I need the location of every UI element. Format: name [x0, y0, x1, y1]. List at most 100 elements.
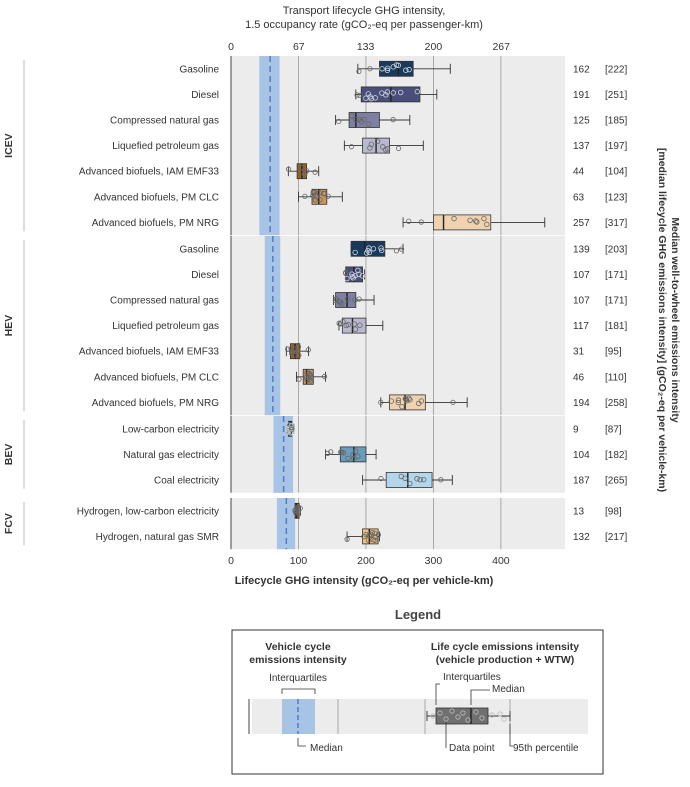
- data-point: [352, 326, 359, 332]
- data-point: [367, 145, 373, 151]
- legend-data-point: [497, 711, 503, 717]
- row-label: Liquefied petroleum gas: [112, 141, 219, 152]
- legend-data-point: [489, 712, 495, 718]
- data-point: [302, 169, 309, 175]
- data-point: [325, 450, 331, 456]
- data-point: [407, 397, 413, 403]
- row-label: Liquefied petroleum gas: [112, 321, 219, 332]
- iqr-box: [341, 317, 367, 334]
- data-point: [356, 68, 362, 75]
- wtw-value: 107: [573, 270, 590, 281]
- data-point: [417, 476, 423, 483]
- data-point: [349, 271, 355, 277]
- legend-contents: Vehicle cycle emissions intensity Interq…: [248, 641, 588, 754]
- data-point: [289, 426, 295, 433]
- data-point: [407, 480, 413, 487]
- data-point: [403, 67, 409, 73]
- wtw-value: 194: [573, 398, 590, 409]
- legend-data-point: [460, 710, 466, 716]
- data-point: [378, 399, 384, 405]
- data-point: [352, 249, 358, 256]
- legend-data-point: [465, 717, 471, 723]
- top-tick-label: 267: [492, 41, 510, 53]
- data-point: [402, 475, 408, 482]
- lifecycle-value: [104]: [605, 167, 627, 178]
- row-label: Diesel: [191, 90, 219, 101]
- data-point: [328, 449, 334, 455]
- data-point: [363, 95, 369, 101]
- data-point: [397, 89, 404, 96]
- wtw-value: 44: [573, 167, 585, 178]
- group-label: FCV: [3, 513, 15, 534]
- legend-95th-percentile: 95th percentile: [513, 743, 579, 754]
- row-label: Gasoline: [180, 244, 220, 255]
- data-point: [395, 397, 402, 403]
- lifecycle-value: [171]: [605, 270, 627, 281]
- wtw-value: 107: [573, 296, 590, 307]
- data-point: [285, 166, 292, 172]
- data-point: [345, 296, 351, 302]
- row-label: Coal electricity: [154, 476, 219, 487]
- data-point: [296, 376, 302, 382]
- data-point: [398, 246, 405, 252]
- x-tick-label: 400: [492, 555, 510, 567]
- lifecycle-value: [258]: [605, 398, 627, 409]
- iqr-box: [348, 112, 380, 128]
- row-label: Hydrogen, low-carbon electricity: [77, 506, 219, 517]
- lifecycle-value: [222]: [605, 64, 627, 75]
- lifecycle-value: [110]: [605, 372, 627, 383]
- wtw-value: 31: [573, 347, 585, 358]
- data-point: [474, 219, 480, 225]
- wtw-value: 257: [573, 218, 590, 229]
- row-label: Advanced biofuels, IAM EMF33: [79, 167, 220, 178]
- data-point: [438, 477, 444, 483]
- group-panel: [231, 236, 565, 416]
- data-point: [378, 247, 385, 254]
- data-point: [370, 246, 377, 252]
- data-point: [343, 270, 349, 276]
- data-point: [361, 533, 367, 540]
- lifecycle-value: [217]: [605, 532, 627, 543]
- data-point: [336, 320, 342, 326]
- row-label: Hydrogen, natural gas SMR: [96, 532, 219, 543]
- data-point: [473, 218, 479, 224]
- data-point: [352, 448, 359, 454]
- top-axis-subtitle: 1.5 occupancy rate (gCO₂-eq per passenge…: [245, 19, 483, 31]
- data-point: [351, 321, 358, 327]
- legend-data-point: [455, 714, 461, 720]
- data-point: [369, 532, 375, 538]
- group-label: ICEV: [3, 133, 15, 158]
- x-axis-label: Lifecycle GHG intensity (gCO₂-eq per veh…: [235, 575, 494, 587]
- data-point: [372, 95, 378, 101]
- data-point: [349, 273, 356, 280]
- data-point: [414, 476, 420, 482]
- data-point: [451, 215, 457, 222]
- legend-median-left: Median: [310, 743, 343, 754]
- legend-data-point: [473, 709, 479, 715]
- lifecycle-value: [251]: [605, 90, 627, 101]
- wtw-value: 125: [573, 116, 590, 127]
- data-point: [292, 507, 298, 513]
- data-point: [357, 322, 363, 328]
- row-label: Advanced biofuels, IAM EMF33: [79, 347, 220, 358]
- data-point: [399, 403, 405, 410]
- legend-bracket-left: [281, 688, 316, 694]
- data-point: [366, 532, 373, 539]
- wtw-value: 9: [573, 424, 579, 435]
- data-point: [354, 92, 360, 98]
- row-label: Compressed natural gas: [110, 296, 219, 307]
- data-point: [388, 398, 395, 404]
- data-point: [339, 300, 345, 307]
- data-point: [297, 505, 303, 511]
- data-point: [357, 92, 363, 98]
- legend-data-point: Data point: [449, 743, 495, 754]
- x-tick-label: 100: [290, 555, 308, 567]
- data-point: [378, 245, 384, 251]
- wtw-value: 104: [573, 450, 590, 461]
- x-tick-label: 200: [357, 555, 375, 567]
- data-point: [301, 172, 308, 178]
- legend-arrow-interquartiles: [435, 683, 440, 705]
- data-point: [368, 141, 375, 148]
- data-point: [390, 117, 396, 123]
